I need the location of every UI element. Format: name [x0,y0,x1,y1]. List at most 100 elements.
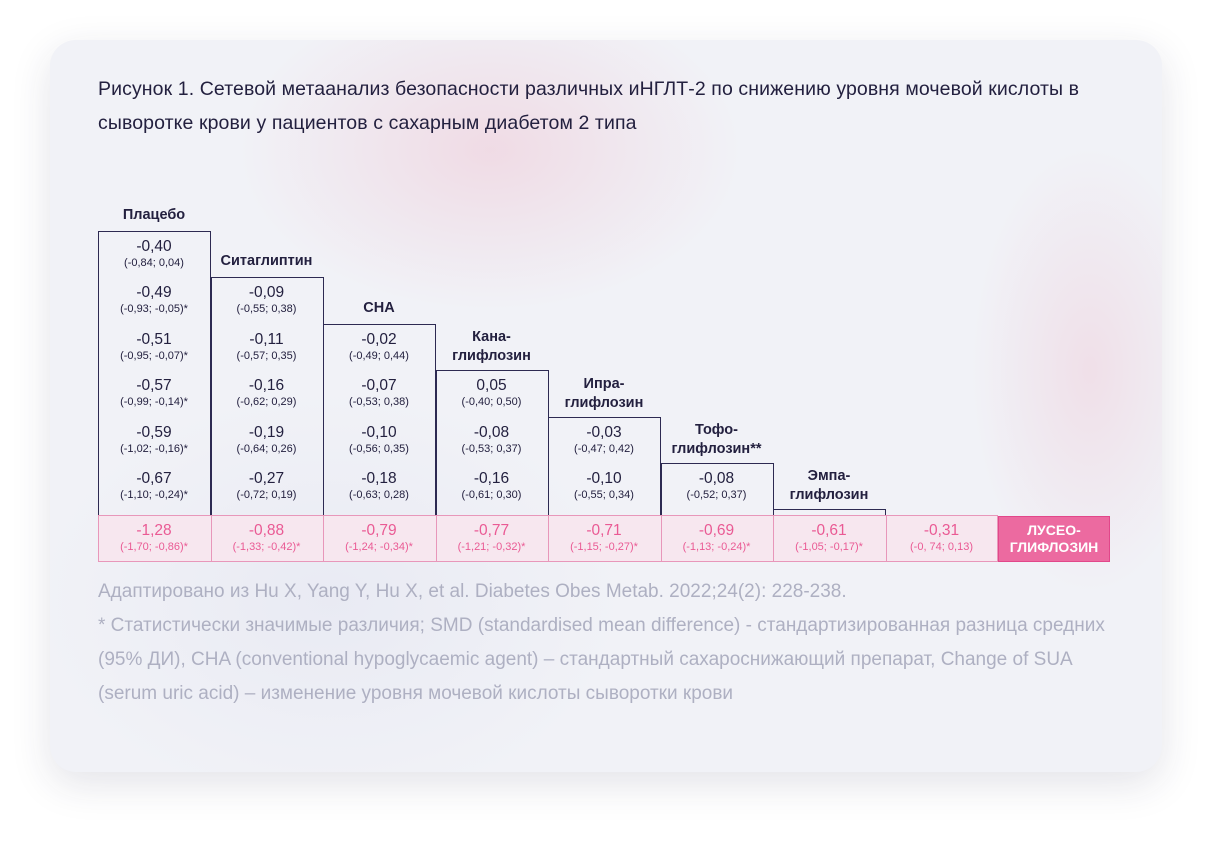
cell-value: -0,49 [136,284,172,302]
cell-confidence-interval: (-0,47; 0,42) [574,442,634,455]
matrix-cell: -0,49 (-0,93; -0,05)* [98,284,210,317]
cell-value: -0,77 [473,522,510,539]
row-divider [435,515,437,562]
luseogliflozin-cell: -1,28 (-1,70; -0,86)* [98,517,210,560]
matrix-cell: -0,16 (-0,62; 0,29) [211,377,323,410]
row-divider [548,515,549,562]
cell-value: -0,40 [136,238,172,255]
luseogliflozin-cell: -0,77 (-1,21; -0,32)* [436,517,548,560]
cell-confidence-interval: (-1,33; -0,42)* [232,541,301,553]
cell-confidence-interval: (-0,99; -0,14)* [120,396,188,409]
column-outline [660,463,774,515]
column-header: Тофо- глифлозин** [671,422,762,457]
cell-value: -0,16 [248,377,285,395]
matrix-cell: -0,10 (-0,55; 0,34) [548,470,660,503]
cell-confidence-interval: (-1,05; -0,17)* [795,541,863,553]
cell-confidence-interval: (-0,55; 0,38) [236,303,297,316]
cell-confidence-interval: (-1,02; -0,16)* [120,442,188,455]
cell-confidence-interval: (-0,53; 0,38) [349,396,409,409]
cell-value: -0,51 [136,330,172,348]
column-header-luseogliflozin: ЛУСЕО- ГЛИФЛОЗИН [998,516,1110,562]
cell-value: -0,11 [249,330,284,348]
cell-confidence-interval: (-0,52; 0,37) [686,489,747,501]
cell-confidence-interval: (-0,56; 0,35) [349,442,409,455]
column-header: Плацебо [122,207,186,223]
cell-value: -0,31 [923,522,960,539]
matrix-cell: -0,11 (-0,57; 0,35) [211,331,323,364]
abbreviations-note: * Статистически значимые различия; SMD (… [98,615,1105,704]
row-divider [660,515,662,562]
row-divider [773,515,774,562]
matrix-cell: -0,57 (-0,99; -0,14)* [98,377,210,410]
luseogliflozin-cell: -0,61 (-1,05; -0,17)* [773,517,885,560]
cell-value: -1,28 [136,522,172,539]
cell-confidence-interval: (-1,21; -0,32)* [457,541,526,553]
cell-value: -0,27 [248,470,285,487]
cell-confidence-interval: (-1,15; -0,27)* [570,541,638,553]
column-outline [773,509,886,515]
cell-confidence-interval: (-0,63; 0,28) [349,489,409,501]
cell-confidence-interval: (-0, 74; 0,13) [910,541,973,553]
cell-value: -0,59 [136,423,172,441]
figure-title: Рисунок 1. Сетевой метаанализ безопаснос… [98,78,1080,134]
cell-value: -0,16 [473,470,510,487]
column-header: Кана- глифлозин [452,329,531,365]
matrix-cell: -0,59 (-1,02; -0,16)* [98,424,210,457]
matrix-cell: -0,03 (-0,47; 0,42) [548,424,660,457]
luseogliflozin-cell: -0,31 (-0, 74; 0,13) [886,517,998,560]
row-divider [210,515,212,562]
cell-confidence-interval: (-0,55; 0,34) [574,489,634,501]
matrix-cell: -0,08 (-0,52; 0,37) [661,470,773,503]
cell-confidence-interval: (-0,95; -0,07)* [120,349,188,362]
matrix-cell: -0,08 (-0,53; 0,37) [436,424,548,457]
matrix-cell: -0,27 (-0,72; 0,19) [211,470,323,503]
figure-notes: Адаптировано из Hu X, Yang Y, Hu X, et a… [98,575,1128,711]
row-divider [323,515,324,562]
column-header: Ипра- глифлозин [564,375,644,411]
cell-confidence-interval: (-0,61; 0,30) [461,489,522,501]
comparison-matrix: Плацебо Ситаглиптин CHA Кана- глифлозин Ипра… [98,152,1118,572]
cell-confidence-interval: (-0,53; 0,37) [461,442,522,455]
cell-confidence-interval: (-0,57; 0,35) [236,349,297,362]
column-header: Эмпа- глифлозин [789,468,869,504]
cell-value: -0,03 [586,423,622,441]
cell-confidence-interval: (-0,84; 0,04) [124,257,184,269]
cell-confidence-interval: (-0,62; 0,29) [236,396,297,409]
cell-value: -0,02 [361,330,397,348]
figure-card: Рисунок 1. Сетевой метаанализ безопаснос… [50,40,1162,772]
cell-confidence-interval: (-0,72; 0,19) [236,489,297,501]
matrix-cell: -0,07 (-0,53; 0,38) [323,377,435,410]
cell-value: -0,10 [361,423,397,441]
row-divider [885,515,887,562]
cell-value: -0,67 [136,470,172,487]
matrix-cell: -0,67 (-1,10; -0,24)* [98,470,210,503]
matrix-cell: -0,40 (-0,84; 0,04) [98,238,210,271]
matrix-cell: -0,19 (-0,64; 0,26) [211,424,323,457]
luseogliflozin-cell: -0,88 (-1,33; -0,42)* [211,517,323,560]
cell-value: -0,71 [586,522,622,539]
cell-value: -0,18 [361,470,397,487]
source-note: Адаптировано из Hu X, Yang Y, Hu X, et a… [98,581,847,602]
cell-confidence-interval: (-0,40; 0,50) [461,396,522,409]
cell-value: -0,57 [136,377,172,395]
cell-confidence-interval: (-0,93; -0,05)* [120,303,188,316]
cell-confidence-interval: (-0,64; 0,26) [236,442,297,455]
cell-confidence-interval: (-1,24; -0,34)* [345,541,413,553]
cell-confidence-interval: (-0,49; 0,44) [349,349,409,362]
cell-value: -0,10 [586,470,622,487]
matrix-cell: -0,02 (-0,49; 0,44) [323,331,435,364]
matrix-cell: -0,18 (-0,63; 0,28) [323,470,435,503]
cell-value: -0,69 [698,522,735,539]
column-header: CHA [363,299,395,316]
matrix-cell: -0,10 (-0,56; 0,35) [323,424,435,457]
cell-confidence-interval: (-1,10; -0,24)* [120,489,188,501]
cell-confidence-interval: (-1,70; -0,86)* [120,541,188,553]
luseogliflozin-cell: -0,71 (-1,15; -0,27)* [548,517,660,560]
matrix-cell: -0,09 (-0,55; 0,38) [211,284,323,317]
cell-value: -0,61 [811,522,847,539]
cell-value: 0,05 [476,377,507,395]
cell-value: -0,19 [248,423,285,441]
cell-value: -0,08 [473,423,510,441]
matrix-cell: -0,16 (-0,61; 0,30) [436,470,548,503]
matrix-cell: -0,51 (-0,95; -0,07)* [98,331,210,364]
